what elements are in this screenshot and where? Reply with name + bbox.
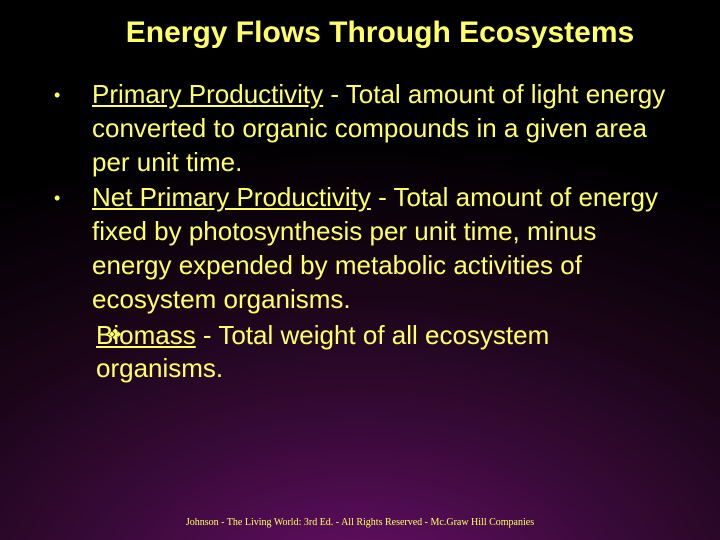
bullet-dot-icon: • xyxy=(50,181,92,215)
term: Net Primary Productivity xyxy=(92,182,371,212)
slide-content: • Primary Productivity - Total amount of… xyxy=(50,78,670,386)
sub-bullet-item: ❖ Biomass - Total weight of all ecosyste… xyxy=(92,319,670,387)
bullet-text: Primary Productivity - Total amount of l… xyxy=(92,78,670,179)
bullet-text: Net Primary Productivity - Total amount … xyxy=(92,181,670,316)
bullet-item: • Net Primary Productivity - Total amoun… xyxy=(50,181,670,316)
sub-bullet-text: Biomass - Total weight of all ecosystem … xyxy=(96,319,670,387)
slide-title: Energy Flows Through Ecosystems xyxy=(90,16,670,50)
slide: Energy Flows Through Ecosystems • Primar… xyxy=(0,0,720,540)
bullet-item: • Primary Productivity - Total amount of… xyxy=(50,78,670,179)
footer-attribution: Johnson - The Living World: 3rd Ed. - Al… xyxy=(0,517,720,528)
term: Biomass xyxy=(96,320,196,350)
term: Primary Productivity xyxy=(92,79,323,109)
bullet-dot-icon: • xyxy=(50,78,92,112)
